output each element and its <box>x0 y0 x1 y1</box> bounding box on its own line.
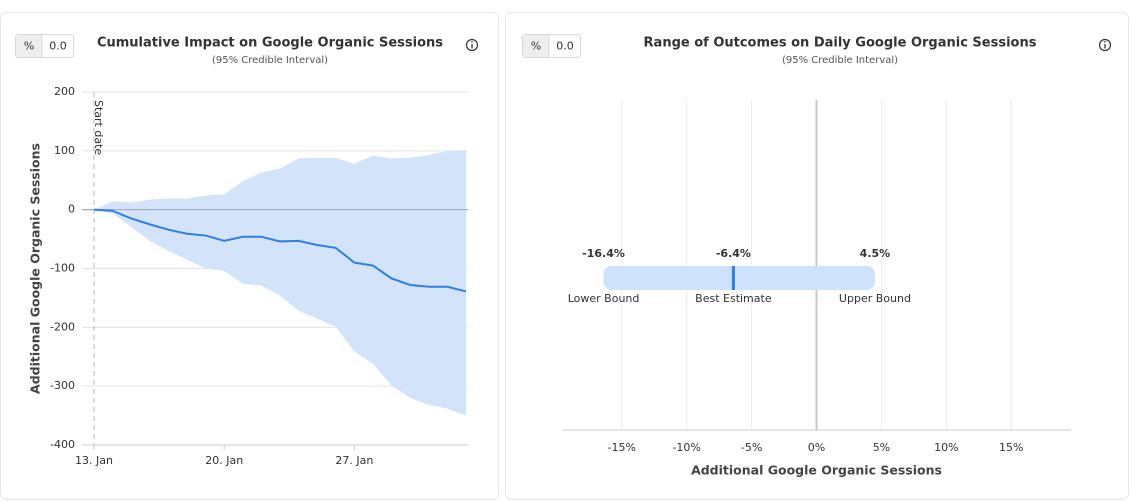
y-tick-label: 200 <box>54 85 75 98</box>
value-label: 4.5% <box>860 247 891 260</box>
y-tick-label: -100 <box>50 262 75 275</box>
bound-label: Best Estimate <box>695 292 772 305</box>
chart-subtitle: (95% Credible Interval) <box>212 55 328 66</box>
y-tick-label: -200 <box>50 320 75 333</box>
chart-title: Cumulative Impact on Google Organic Sess… <box>97 36 443 51</box>
bound-label: Upper Bound <box>839 292 911 305</box>
x-tick-label: 5% <box>873 441 890 454</box>
toggle-option[interactable]: % <box>531 40 541 53</box>
x-tick-label: 20. Jan <box>205 454 243 467</box>
toggle-active <box>16 35 42 57</box>
info-icon[interactable] <box>1098 38 1112 52</box>
interval-bar <box>603 266 875 290</box>
annotation: Start date <box>92 100 105 155</box>
x-tick-label: 0% <box>808 441 825 454</box>
x-tick-label: 10% <box>934 441 958 454</box>
y-tick-label: 100 <box>54 144 75 157</box>
chart-title: Range of Outcomes on Daily Google Organi… <box>644 36 1037 51</box>
toggle-option[interactable]: 0.0 <box>556 40 574 53</box>
bound-label: Lower Bound <box>568 292 640 305</box>
x-tick-label: 15% <box>999 441 1023 454</box>
toggle-active <box>523 35 549 57</box>
y-tick-label: 0 <box>68 203 75 216</box>
credible-band <box>94 150 466 416</box>
info-icon[interactable] <box>465 38 479 52</box>
x-tick-label: 27. Jan <box>335 454 373 467</box>
y-axis-title: Additional Google Organic Sessions <box>28 143 43 394</box>
x-tick-label: -10% <box>672 441 700 454</box>
y-tick-label: -300 <box>50 379 75 392</box>
line <box>93 208 467 293</box>
x-tick-label: -5% <box>741 441 762 454</box>
chart-subtitle: (95% Credible Interval) <box>782 55 898 66</box>
toggle-option[interactable]: 0.0 <box>49 40 67 53</box>
value-label: -16.4% <box>582 247 625 260</box>
y-tick-label: -400 <box>50 438 75 451</box>
x-tick-label: -15% <box>608 441 636 454</box>
x-axis-title: Additional Google Organic Sessions <box>691 463 942 478</box>
toggle-option[interactable]: % <box>24 40 34 53</box>
value-label: -6.4% <box>716 247 751 260</box>
x-tick-label: 13. Jan <box>75 454 113 467</box>
